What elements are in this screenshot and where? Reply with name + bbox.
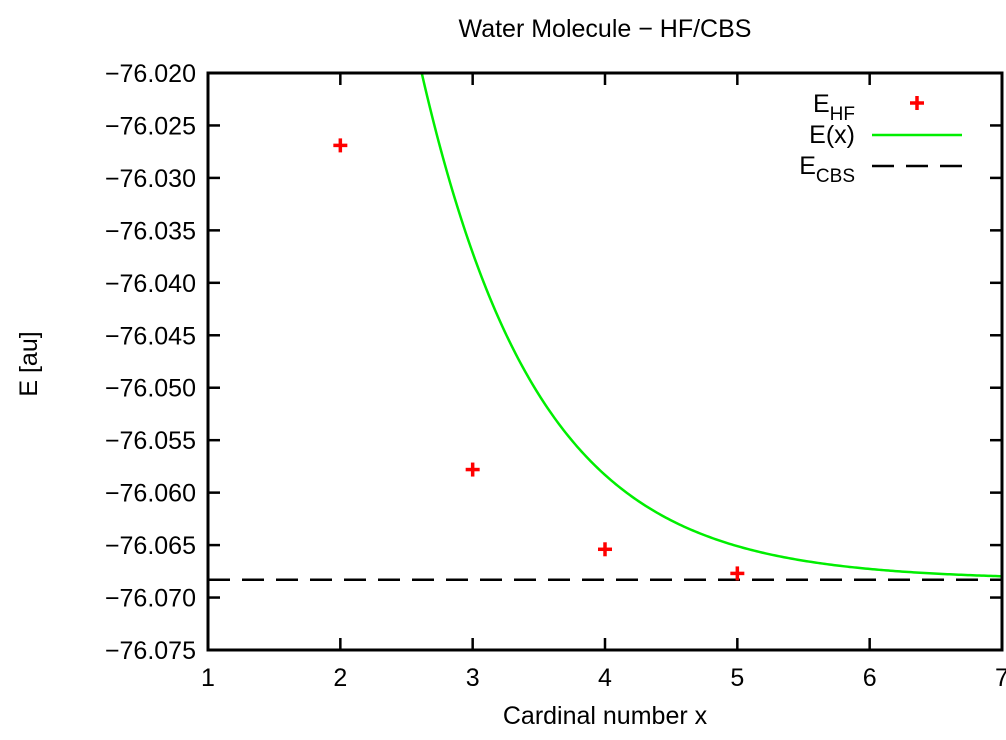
y-axis-label: E [au] bbox=[15, 331, 43, 396]
x-tick-label: 3 bbox=[466, 664, 480, 692]
x-tick-label: 6 bbox=[863, 664, 877, 692]
point-ehf bbox=[598, 542, 612, 557]
plot-area bbox=[208, 73, 1002, 581]
legend-label-ex: E(x) bbox=[809, 121, 855, 149]
series-layer bbox=[208, 73, 1002, 581]
x-axis-label: Cardinal number x bbox=[503, 702, 708, 730]
y-tick-label: −76.050 bbox=[105, 375, 196, 403]
series-ex-curve bbox=[420, 73, 1002, 578]
x-tick-label: 5 bbox=[730, 664, 744, 692]
legend-label-ecbs-sub: CBS bbox=[816, 166, 855, 187]
markers-layer bbox=[333, 138, 745, 581]
legend-label-ehf: EHF bbox=[813, 90, 855, 125]
legend-label-ecbs-main: E bbox=[799, 152, 816, 180]
x-tick-label: 2 bbox=[333, 664, 347, 692]
y-tick-label: −76.040 bbox=[105, 270, 196, 298]
y-tick-label: −76.070 bbox=[105, 585, 196, 613]
point-ehf bbox=[333, 138, 348, 153]
legend-marker-ehf bbox=[910, 96, 924, 110]
x-tick-label: 7 bbox=[995, 664, 1006, 692]
point-ehf bbox=[465, 462, 480, 477]
y-tick-label: −76.030 bbox=[105, 165, 196, 193]
y-tick-label: −76.035 bbox=[105, 217, 196, 245]
x-tick-label: 4 bbox=[598, 664, 612, 692]
y-tick-label: −76.025 bbox=[105, 112, 196, 140]
legend-label-ehf-sub: HF bbox=[830, 104, 855, 125]
legend-label-ehf-main: E bbox=[813, 90, 830, 118]
plot-frame bbox=[206, 71, 1004, 652]
y-tick-label: −76.075 bbox=[105, 637, 196, 665]
point-ehf bbox=[730, 566, 745, 581]
y-tick-label: −76.055 bbox=[105, 427, 196, 455]
y-tick-label: −76.065 bbox=[105, 532, 196, 560]
y-tick-label: −76.060 bbox=[105, 480, 196, 508]
y-tick-label: −76.020 bbox=[105, 60, 196, 88]
x-tick-label: 1 bbox=[201, 664, 215, 692]
y-tick-label: −76.045 bbox=[105, 322, 196, 350]
legend-label-ecbs: ECBS bbox=[799, 152, 855, 187]
ticks-layer: −76.020 −76.025 −76.030 −76.035 −76.040 −76.0… bbox=[105, 60, 1006, 692]
legend: EHF E(x) ECBS bbox=[799, 90, 962, 187]
chart-title: Water Molecule − HF/CBS bbox=[459, 15, 752, 43]
